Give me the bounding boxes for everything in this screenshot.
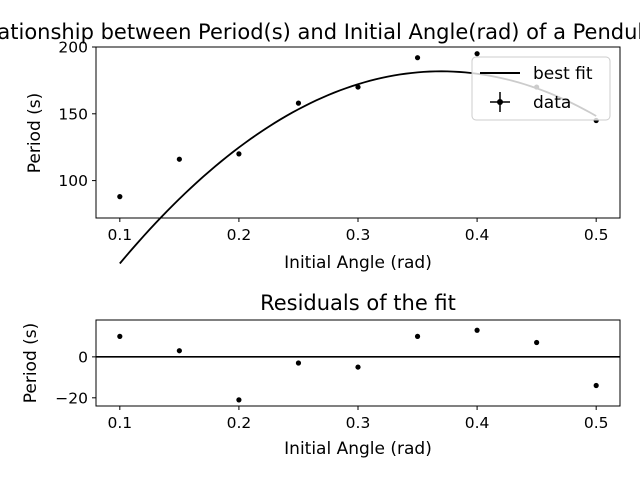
- main-chart-x-axis-label: Initial Angle (rad): [284, 253, 432, 273]
- main-chart-data-point: [117, 194, 123, 200]
- main-chart-x-ticks: 0.1 0.2 0.3 0.4 0.5: [107, 218, 609, 244]
- main-chart: Relationship between Period(s) and Initi…: [0, 20, 640, 273]
- main-chart-data-point: [176, 156, 182, 162]
- residuals-chart-plot-frame: [95, 319, 621, 407]
- main-chart-title: Relationship between Period(s) and Initi…: [0, 20, 640, 44]
- legend-best-fit-label: best fit: [533, 64, 593, 84]
- residuals-chart-y-axis-label: Period (s): [21, 323, 41, 404]
- main-chart-y-tick-label: 200: [58, 39, 88, 57]
- main-chart-data-point: [355, 84, 361, 90]
- main-chart-data-point: [295, 100, 302, 106]
- main-chart-x-tick-label: 0.4: [465, 226, 490, 244]
- residuals-chart-data-point: [176, 348, 182, 354]
- main-chart-x-tick-label: 0.1: [107, 226, 132, 244]
- main-chart-y-ticks: 100 150 200: [58, 39, 96, 190]
- residuals-chart-data-point: [593, 382, 599, 389]
- main-chart-y-tick-label: 150: [58, 105, 88, 123]
- residuals-chart-x-tick-label: 0.4: [465, 414, 490, 432]
- residuals-chart-title: Residuals of the fit: [260, 291, 456, 315]
- residuals-chart-x-axis-label: Initial Angle (rad): [284, 439, 432, 459]
- residuals-chart-plot-area: [96, 327, 620, 403]
- main-chart-y-axis-label: Period (s): [25, 93, 45, 174]
- main-chart-y-tick-label: 100: [58, 172, 88, 190]
- residuals-chart-data-point: [474, 327, 480, 333]
- main-chart-legend: best fit data: [471, 56, 611, 121]
- residuals-chart-data-point: [236, 397, 242, 403]
- main-chart-x-tick-label: 0.3: [346, 226, 371, 244]
- residuals-chart-data-point: [534, 339, 540, 346]
- residuals-chart-y-tick-label: 0: [78, 348, 88, 366]
- residuals-chart-x-ticks: 0.1 0.2 0.3 0.4 0.5: [107, 406, 609, 432]
- legend-data-label: data: [533, 93, 571, 113]
- main-chart-data-point: [474, 51, 480, 57]
- residuals-chart-data-point: [414, 333, 421, 339]
- residuals-chart: Residuals of the fit 0.1 0.2 0.3 0.4 0.5 −20…: [21, 291, 621, 459]
- residuals-chart-data-point: [117, 333, 123, 339]
- main-chart-data-point: [414, 55, 421, 61]
- residuals-chart-y-tick-label: −20: [55, 389, 88, 407]
- residuals-chart-x-tick-label: 0.2: [227, 414, 252, 432]
- residuals-chart-x-tick-label: 0.1: [107, 414, 132, 432]
- residuals-chart-x-tick-label: 0.5: [584, 414, 609, 432]
- main-chart-x-tick-label: 0.5: [584, 226, 609, 244]
- main-chart-data-point: [236, 151, 242, 157]
- legend-data-swatch-marker: [497, 99, 503, 105]
- residuals-chart-data-point: [295, 360, 302, 366]
- main-chart-x-tick-label: 0.2: [227, 226, 252, 244]
- residuals-chart-y-ticks: −20 0: [55, 348, 96, 407]
- residuals-chart-data-point: [355, 364, 361, 370]
- residuals-chart-x-tick-label: 0.3: [346, 414, 371, 432]
